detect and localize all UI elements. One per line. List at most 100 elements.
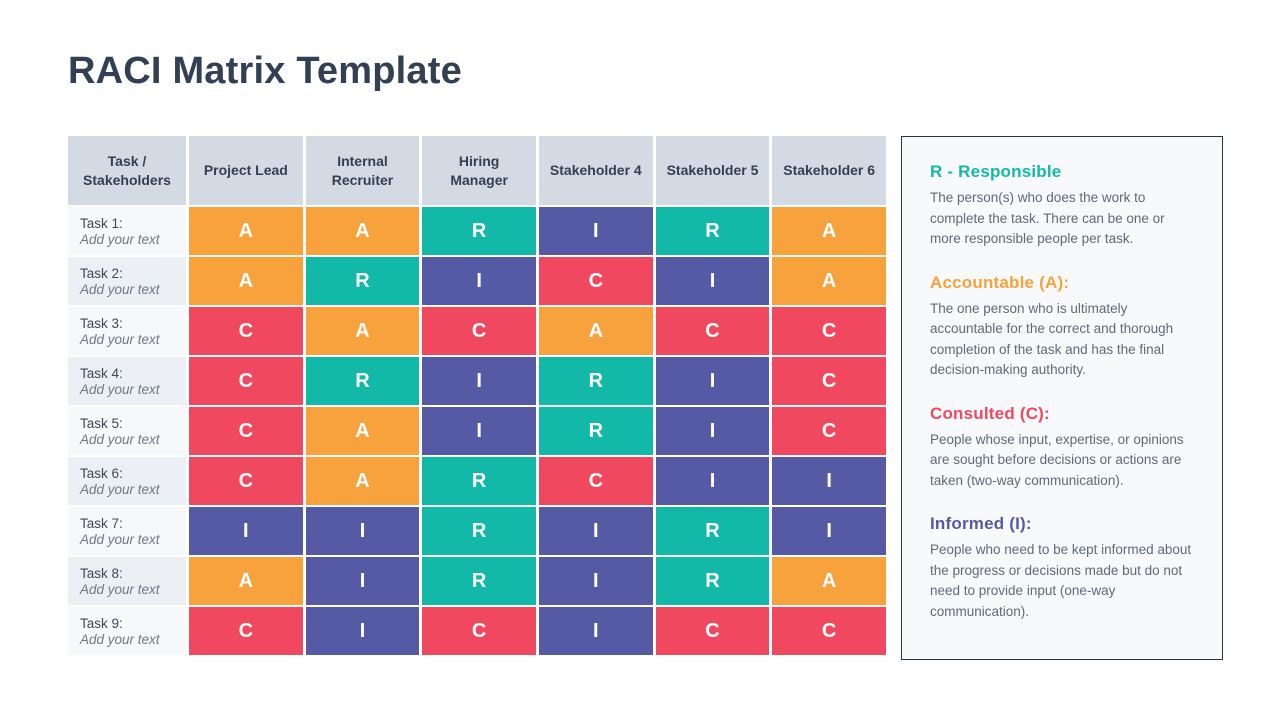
task-placeholder-text: Add your text bbox=[80, 481, 160, 497]
task-label-cell: Task 3: Add your text bbox=[68, 307, 186, 355]
task-placeholder-text: Add your text bbox=[80, 331, 160, 347]
task-placeholder-text: Add your text bbox=[80, 231, 160, 247]
task-placeholder-text: Add your text bbox=[80, 631, 160, 647]
task-placeholder-text: Add your text bbox=[80, 531, 160, 547]
column-header: Internal Recruiter bbox=[305, 136, 420, 205]
raci-cell-r: R bbox=[655, 557, 770, 605]
task-label: Task 2: bbox=[80, 265, 123, 281]
legend-section-title: R - Responsible bbox=[930, 162, 1062, 181]
raci-cell-a: A bbox=[772, 557, 886, 605]
raci-cell-r: R bbox=[538, 407, 653, 455]
raci-cell-a: A bbox=[189, 257, 303, 305]
raci-cell-c: C bbox=[189, 407, 303, 455]
task-label-cell: Task 6: Add your text bbox=[68, 457, 186, 505]
raci-cell-a: A bbox=[189, 207, 303, 255]
legend-section-title: Informed (I): bbox=[930, 514, 1032, 534]
raci-cell-i: I bbox=[305, 557, 420, 605]
raci-cell-c: C bbox=[772, 307, 886, 355]
column-header: Stakeholder 4 bbox=[538, 136, 653, 205]
task-label: Task 3: bbox=[80, 315, 123, 331]
raci-cell-i: I bbox=[538, 207, 653, 255]
legend-section-title: Consulted (C): bbox=[930, 403, 1050, 423]
task-label-cell: Task 1: Add your text bbox=[68, 207, 186, 255]
raci-cell-c: C bbox=[422, 307, 536, 355]
task-label-cell: Task 8: Add your text bbox=[68, 557, 186, 605]
raci-cell-c: C bbox=[655, 607, 770, 655]
raci-cell-a: A bbox=[772, 257, 886, 305]
task-label: Task 7: bbox=[80, 515, 123, 531]
raci-cell-i: I bbox=[538, 557, 653, 605]
column-header-task-stakeholders: Task / Stakeholders bbox=[68, 136, 186, 205]
raci-cell-i: I bbox=[538, 507, 653, 555]
raci-cell-c: C bbox=[772, 407, 886, 455]
raci-cell-i: I bbox=[772, 507, 886, 555]
task-placeholder-text: Add your text bbox=[80, 381, 160, 397]
raci-cell-c: C bbox=[772, 607, 886, 655]
raci-cell-r: R bbox=[655, 207, 770, 255]
raci-cell-i: I bbox=[538, 607, 653, 655]
raci-cell-c: C bbox=[772, 357, 886, 405]
raci-cell-i: I bbox=[655, 407, 770, 455]
raci-cell-c: C bbox=[538, 257, 653, 305]
legend-section: R - Responsible The person(s) who does th… bbox=[930, 162, 1194, 250]
legend-section: Informed (I): People who need to be kept … bbox=[930, 514, 1194, 622]
legend-section: Consulted (C): People whose input, expert… bbox=[930, 404, 1194, 492]
raci-cell-a: A bbox=[305, 307, 420, 355]
legend-section-title: Accountable (A): bbox=[930, 272, 1070, 292]
raci-cell-r: R bbox=[422, 457, 536, 505]
task-label-cell: Task 5: Add your text bbox=[68, 407, 186, 455]
raci-cell-i: I bbox=[189, 507, 303, 555]
raci-cell-i: I bbox=[772, 457, 886, 505]
task-label: Task 5: bbox=[80, 415, 123, 431]
raci-cell-i: I bbox=[655, 457, 770, 505]
raci-cell-r: R bbox=[422, 507, 536, 555]
task-placeholder-text: Add your text bbox=[80, 431, 160, 447]
task-label-cell: Task 7: Add your text bbox=[68, 507, 186, 555]
legend-section-description: The person(s) who does the work to compl… bbox=[930, 190, 1165, 247]
task-label: Task 4: bbox=[80, 365, 123, 381]
raci-cell-r: R bbox=[422, 557, 536, 605]
task-label-cell: Task 2: Add your text bbox=[68, 257, 186, 305]
column-header: Hiring Manager bbox=[422, 136, 536, 205]
raci-cell-r: R bbox=[422, 207, 536, 255]
raci-cell-r: R bbox=[655, 507, 770, 555]
raci-cell-i: I bbox=[655, 357, 770, 405]
raci-cell-r: R bbox=[538, 357, 653, 405]
raci-matrix-table: Task / Stakeholders Project Lead Internal … bbox=[68, 136, 886, 655]
task-label: Task 9: bbox=[80, 615, 123, 631]
raci-cell-i: I bbox=[655, 257, 770, 305]
raci-cell-c: C bbox=[189, 357, 303, 405]
raci-cell-i: I bbox=[422, 257, 536, 305]
raci-cell-a: A bbox=[772, 207, 886, 255]
raci-cell-a: A bbox=[305, 207, 420, 255]
raci-cell-r: R bbox=[305, 357, 420, 405]
raci-cell-i: I bbox=[305, 507, 420, 555]
raci-cell-i: I bbox=[422, 407, 536, 455]
page-title: RACI Matrix Template bbox=[68, 50, 462, 92]
task-placeholder-text: Add your text bbox=[80, 581, 160, 597]
raci-cell-i: I bbox=[422, 357, 536, 405]
column-header: Stakeholder 6 bbox=[772, 136, 886, 205]
raci-cell-a: A bbox=[538, 307, 653, 355]
raci-cell-c: C bbox=[538, 457, 653, 505]
legend-section: Accountable (A): The one person who is ul… bbox=[930, 273, 1194, 381]
legend-section-description: People who need to be kept informed abou… bbox=[930, 542, 1192, 619]
raci-cell-a: A bbox=[305, 407, 420, 455]
raci-cell-a: A bbox=[305, 457, 420, 505]
task-label-cell: Task 9: Add your text bbox=[68, 607, 186, 655]
raci-cell-c: C bbox=[655, 307, 770, 355]
task-label: Task 1: bbox=[80, 215, 123, 231]
column-header: Project Lead bbox=[189, 136, 303, 205]
task-placeholder-text: Add your text bbox=[80, 281, 160, 297]
raci-cell-c: C bbox=[189, 457, 303, 505]
task-label: Task 8: bbox=[80, 565, 123, 581]
raci-cell-i: I bbox=[305, 607, 420, 655]
legend-card: R - Responsible The person(s) who does th… bbox=[901, 136, 1223, 660]
task-label-cell: Task 4: Add your text bbox=[68, 357, 186, 405]
raci-cell-c: C bbox=[189, 307, 303, 355]
raci-cell-a: A bbox=[189, 557, 303, 605]
column-header: Stakeholder 5 bbox=[655, 136, 770, 205]
legend-section-description: The one person who is ultimately account… bbox=[930, 300, 1174, 378]
raci-cell-c: C bbox=[422, 607, 536, 655]
